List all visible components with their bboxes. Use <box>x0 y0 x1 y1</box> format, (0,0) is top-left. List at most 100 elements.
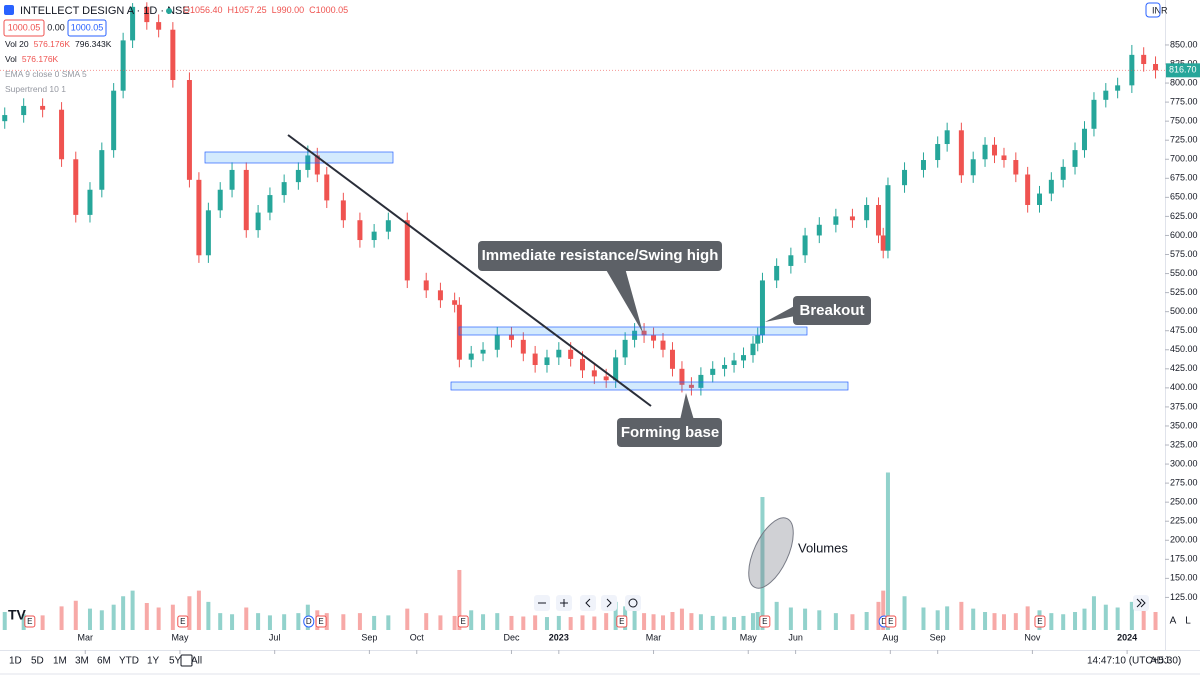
candle-body <box>59 109 65 160</box>
range-button[interactable]: 1M <box>53 656 67 667</box>
event-marker[interactable] <box>885 615 897 628</box>
event-marker[interactable] <box>759 615 771 628</box>
scale-button[interactable]: L <box>1185 616 1191 627</box>
indicator[interactable]: Vol 576.176K <box>5 54 59 64</box>
symbol[interactable]: INTELLECT DESIGN A · 1D · NSE <box>20 5 190 17</box>
y-tick-label: 675.00 <box>1170 173 1198 183</box>
candle-body <box>722 365 728 369</box>
volume-bar <box>1001 614 1006 630</box>
candle-body <box>520 339 526 354</box>
volume-bar <box>750 613 755 630</box>
volume-bar <box>1115 607 1120 630</box>
volume-bar <box>2 612 7 630</box>
candle-body <box>120 40 126 91</box>
event-marker[interactable] <box>24 615 36 628</box>
candle-body <box>423 280 429 291</box>
volume-bar <box>187 596 192 630</box>
reset[interactable] <box>625 595 641 611</box>
y-tick-label: 325.00 <box>1170 439 1198 449</box>
event-label: D <box>306 617 312 626</box>
volume-bar <box>438 615 443 630</box>
ask: 1000.05 <box>71 22 104 32</box>
x-tick-label: May <box>171 632 189 642</box>
scroll-left[interactable] <box>580 595 596 611</box>
volume-bar <box>1025 606 1030 630</box>
candle-body <box>371 231 377 241</box>
event-marker[interactable] <box>303 615 315 628</box>
event-marker[interactable] <box>177 615 189 628</box>
event-marker[interactable] <box>616 615 628 628</box>
indicator[interactable]: Supertrend 10 1 <box>5 84 66 94</box>
volume-bar <box>604 613 609 630</box>
event-label: E <box>888 617 893 626</box>
candle-body <box>494 334 500 350</box>
range-button[interactable]: 5Y <box>169 656 182 667</box>
event-label: E <box>460 617 465 626</box>
icon <box>606 598 612 608</box>
date-range-icon[interactable] <box>180 654 193 667</box>
candle-body <box>99 150 105 190</box>
settings-icon[interactable] <box>1145 2 1161 18</box>
candle-body <box>217 189 223 211</box>
x-tick-label: Sep <box>361 632 377 642</box>
candle-body <box>788 255 794 266</box>
volume-bar <box>833 613 838 630</box>
volume-bar <box>661 615 666 630</box>
candle-body <box>603 376 609 381</box>
volume-bar <box>218 613 223 630</box>
candle-body <box>902 169 908 186</box>
volume-bar <box>324 613 329 630</box>
trend-line <box>287 134 652 407</box>
volume-bar <box>592 616 597 630</box>
range-button[interactable]: 1D <box>9 656 22 667</box>
icon <box>628 598 638 608</box>
volume-bar <box>495 613 500 630</box>
highlight-ellipse <box>748 517 794 589</box>
volume-bar <box>341 614 346 630</box>
y-tick-label: 750.00 <box>1170 116 1198 126</box>
volume-bar <box>1091 596 1096 630</box>
range-button[interactable]: 3M <box>75 656 89 667</box>
indicator[interactable]: EMA 9 close 0 SMA 5 <box>5 69 87 79</box>
candle-body <box>111 90 117 151</box>
bid-box[interactable] <box>3 19 45 37</box>
event-marker[interactable] <box>457 615 469 628</box>
candle-body <box>1081 128 1087 151</box>
volume-bar <box>992 613 997 630</box>
range-button[interactable]: 5D <box>31 656 44 667</box>
ohlc-value: O1056.40 <box>183 5 223 15</box>
volume-bar <box>386 615 391 630</box>
candle-body <box>992 144 998 156</box>
candle-body <box>357 220 363 241</box>
candle-body <box>1103 90 1109 100</box>
volume-bar <box>959 601 964 630</box>
indicator-text: 576.176K <box>22 54 59 64</box>
range-button[interactable]: All <box>191 656 202 667</box>
indicator[interactable]: Vol 20 576.176K 796.343K <box>5 39 112 49</box>
candle-body <box>885 185 891 251</box>
note: Volumes <box>798 540 848 555</box>
range-button[interactable]: 6M <box>97 656 111 667</box>
y-tick-label: 650.00 <box>1170 192 1198 202</box>
volume-bar <box>651 614 656 630</box>
range-button[interactable]: YTD <box>119 656 139 667</box>
volume-bar <box>568 617 573 630</box>
candle-body <box>255 212 261 231</box>
candle-body <box>1091 99 1097 129</box>
scroll-right[interactable] <box>601 595 617 611</box>
candle-body <box>1048 179 1054 194</box>
adjust[interactable]: ADJ <box>1150 656 1169 667</box>
scale-button[interactable]: A <box>1170 616 1177 627</box>
ask-box[interactable] <box>67 19 107 37</box>
indicator-text: Supertrend 10 1 <box>5 84 66 94</box>
candle-body <box>186 80 192 180</box>
volume-bar <box>457 569 462 630</box>
event-marker[interactable] <box>1034 615 1046 628</box>
candle-body <box>651 335 657 341</box>
event-marker[interactable] <box>315 615 327 628</box>
range-button[interactable]: 1Y <box>147 656 160 667</box>
volume-bar <box>788 607 793 630</box>
candle-body <box>130 6 136 41</box>
volume-bar <box>710 615 715 630</box>
ohlc-value: H1057.25 <box>228 5 267 15</box>
